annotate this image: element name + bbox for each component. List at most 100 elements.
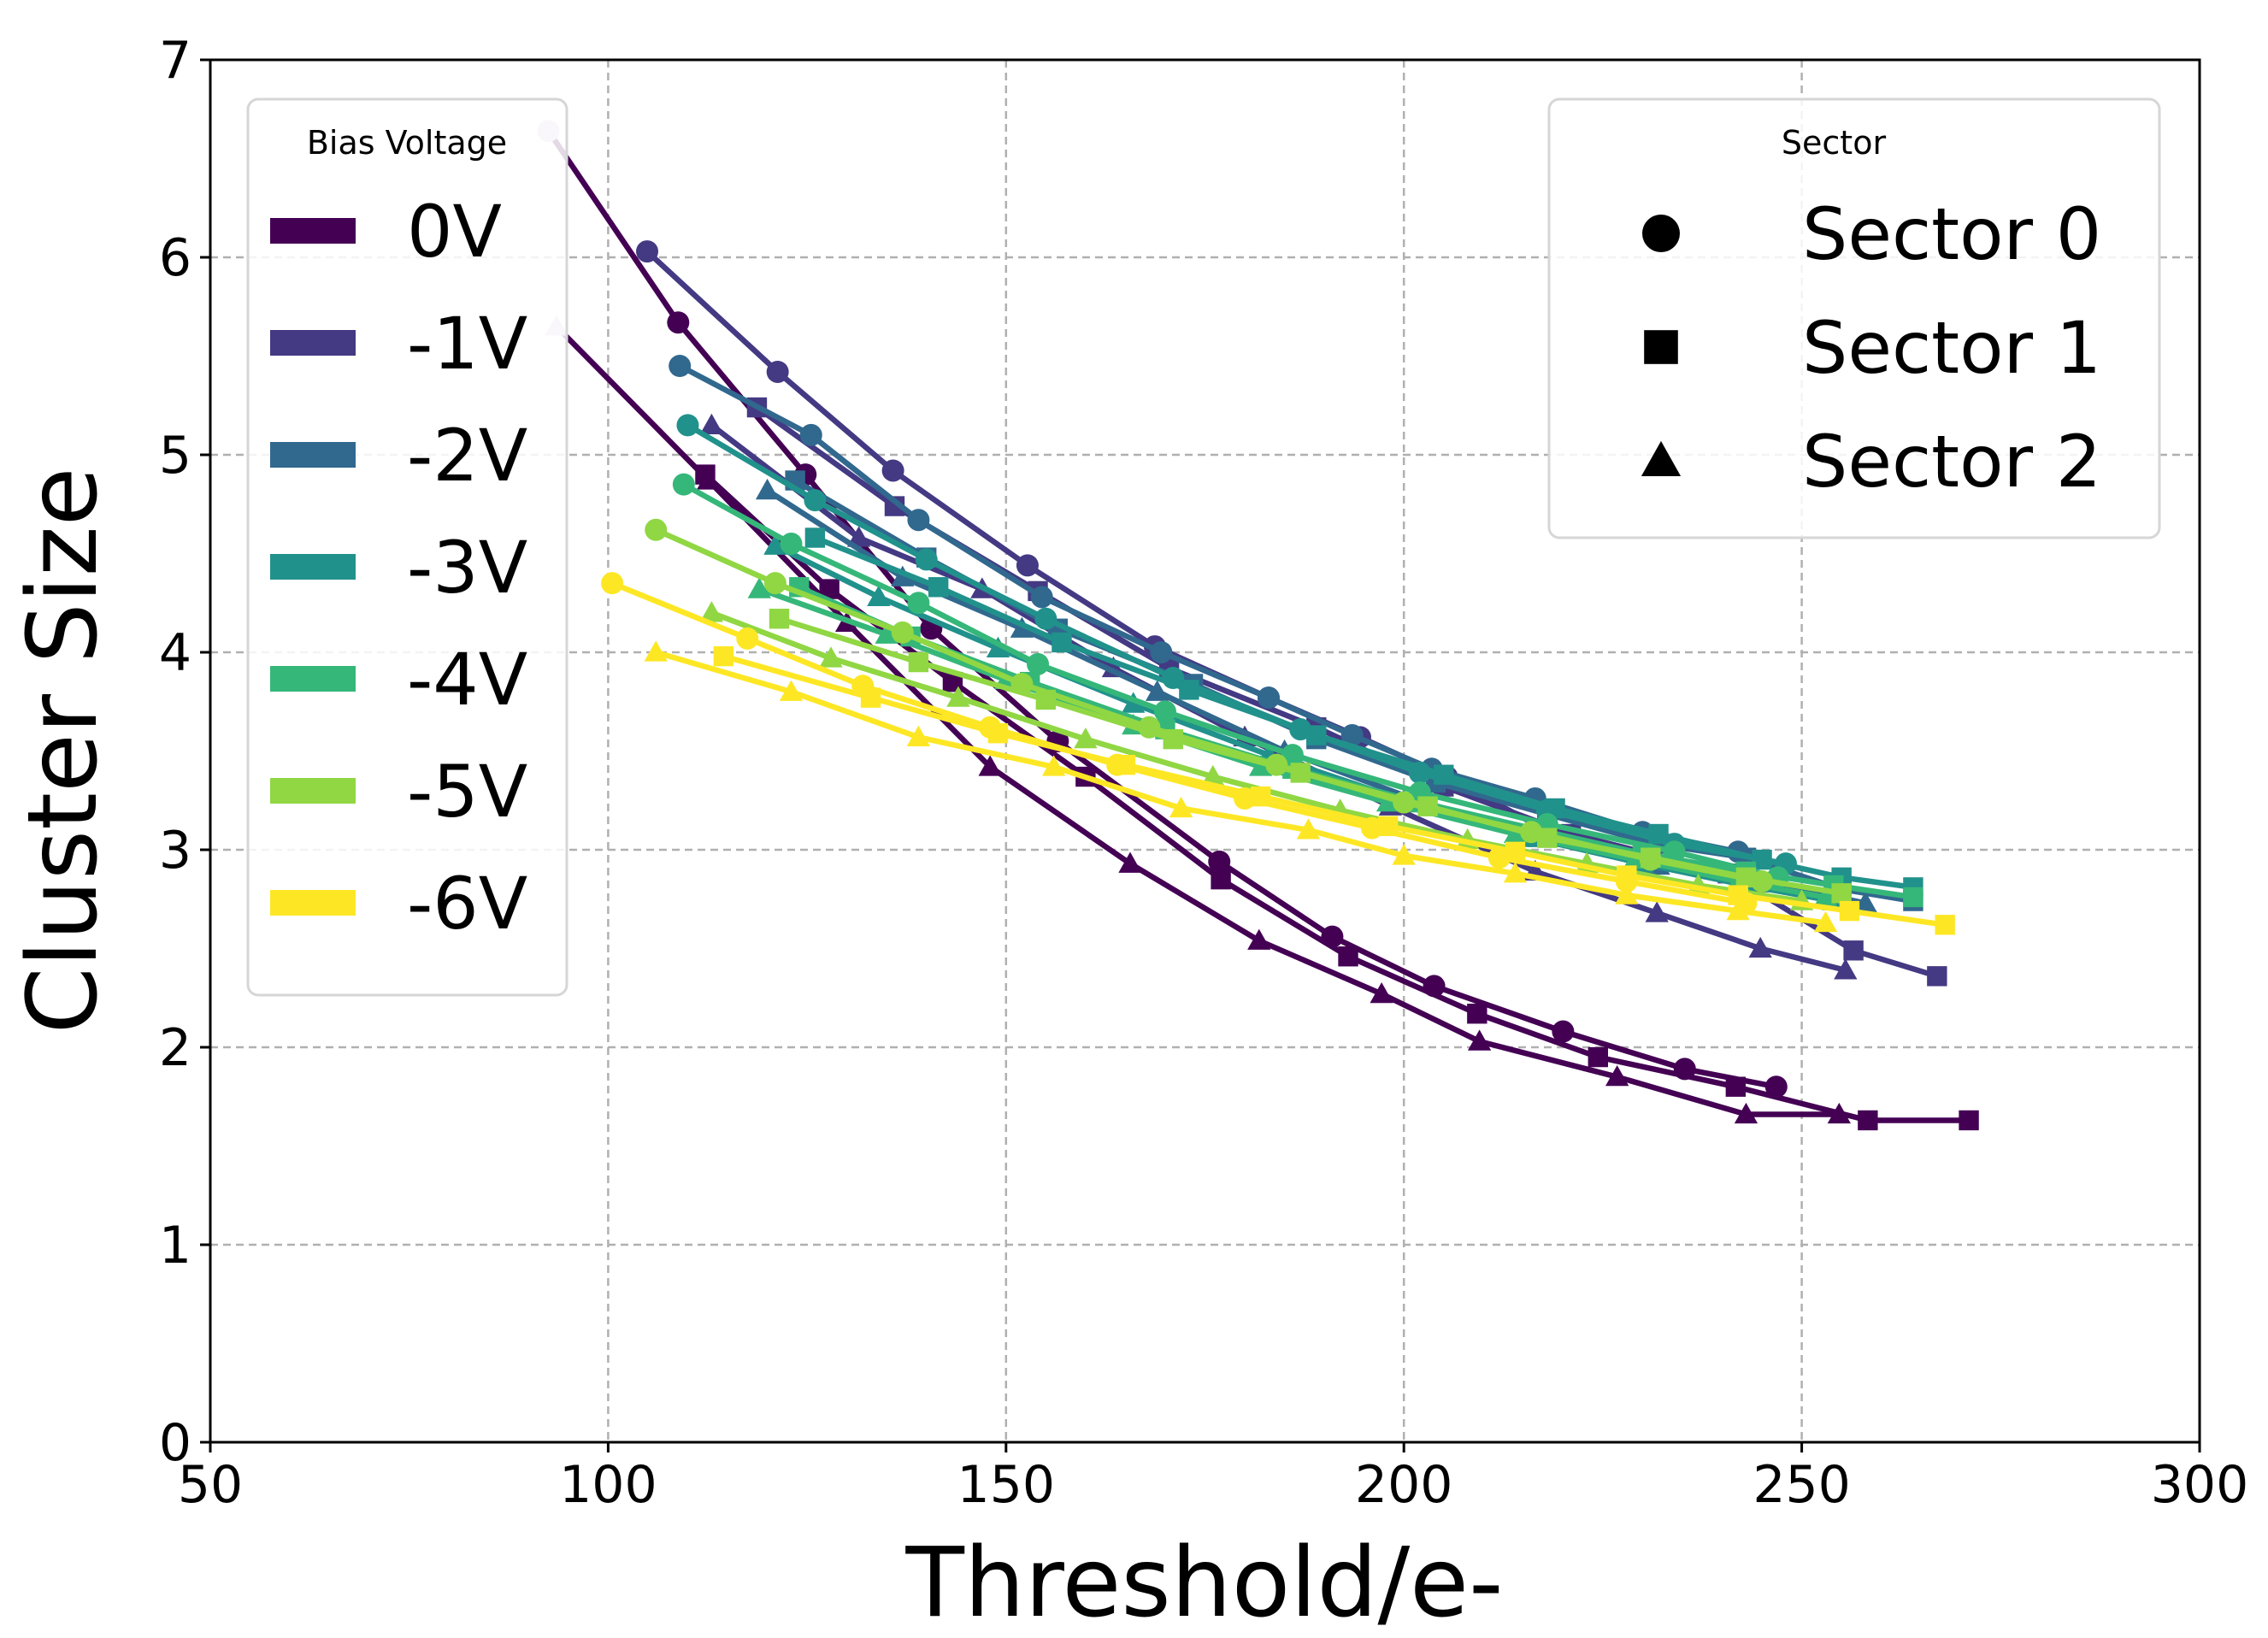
data-point — [1831, 883, 1852, 904]
data-point — [1617, 865, 1637, 886]
data-point — [1115, 754, 1136, 775]
data-point — [799, 423, 822, 446]
data-point — [1552, 1020, 1575, 1043]
data-point — [1725, 1076, 1747, 1097]
legend-marker-circle — [1642, 215, 1680, 252]
data-point — [1748, 936, 1772, 958]
data-point — [908, 651, 929, 673]
data-point — [1935, 915, 1955, 935]
data-point — [1338, 946, 1358, 967]
data-point — [636, 240, 659, 263]
data-point — [1370, 981, 1393, 1004]
bias-voltage-legend-entries: 0V -1V -2V -3V -4V -5V -6V — [270, 190, 527, 946]
data-point — [1306, 725, 1327, 745]
data-point — [1505, 841, 1526, 863]
data-point — [769, 609, 790, 629]
y-tick-label: 0 — [159, 1413, 191, 1473]
data-point — [1927, 966, 1947, 987]
series--6V-sector-2 — [644, 640, 1838, 933]
legend-label: -6V — [407, 862, 527, 946]
data-point — [1434, 764, 1454, 785]
data-point — [1903, 887, 1923, 908]
y-tick-label: 2 — [159, 1018, 191, 1078]
data-point — [1813, 910, 1838, 933]
data-point — [699, 601, 724, 622]
sector-legend: Sector Sector 0 Sector 1 Sector 2 — [1547, 97, 2161, 539]
data-point — [881, 459, 904, 482]
y-tick-label: 1 — [159, 1216, 191, 1276]
data-point — [1726, 899, 1750, 921]
data-point — [804, 489, 827, 512]
data-point — [1615, 883, 1639, 904]
legend-marker-square — [1644, 330, 1678, 364]
data-point — [1035, 689, 1057, 710]
data-point — [1843, 940, 1864, 961]
data-point — [906, 725, 931, 746]
data-point — [713, 645, 734, 667]
data-point — [1016, 554, 1039, 577]
x-tick-label: 250 — [1753, 1455, 1851, 1515]
bias-voltage-legend-title: Bias Voltage — [307, 124, 507, 162]
data-point — [747, 577, 771, 598]
x-tick-label: 100 — [559, 1455, 657, 1515]
data-point — [1813, 885, 1838, 907]
data-point — [1041, 755, 1066, 776]
x-tick-label: 200 — [1355, 1455, 1453, 1515]
data-point — [1648, 823, 1669, 845]
series-line — [710, 610, 1803, 904]
data-point — [1728, 885, 1748, 905]
data-point — [1146, 680, 1169, 701]
legend-swatch — [270, 778, 356, 804]
data-point — [891, 565, 915, 586]
data-point — [676, 414, 699, 437]
axis-ticks: 50 100 150 200 250 300 0 1 2 3 4 5 6 7 — [159, 31, 2248, 1515]
data-point — [697, 468, 721, 490]
legend-swatch — [270, 890, 356, 916]
x-tick-label: 300 — [2151, 1455, 2249, 1515]
data-point — [766, 360, 789, 383]
data-point — [1734, 1102, 1758, 1124]
data-point — [1764, 1075, 1788, 1099]
data-point — [986, 636, 1010, 658]
data-point — [846, 526, 871, 547]
data-point — [669, 355, 692, 378]
legend-marker-triangle — [1641, 440, 1682, 477]
sector-legend-entries: Sector 0 Sector 1 Sector 2 — [1641, 192, 2101, 504]
series-line — [778, 616, 1842, 897]
sector-legend-box — [1547, 97, 2161, 539]
data-point — [1296, 818, 1321, 840]
data-point — [1340, 724, 1364, 747]
legend-swatch — [270, 218, 356, 244]
legend-swatch — [270, 442, 356, 468]
x-axis-title: Threshold/e- — [904, 1528, 1503, 1638]
x-tick-label: 150 — [957, 1455, 1056, 1515]
plot-series — [537, 120, 1979, 1131]
data-point — [645, 518, 668, 541]
data-point — [1257, 686, 1280, 710]
legend-swatch — [270, 666, 356, 692]
data-point — [1163, 728, 1183, 750]
data-point — [672, 473, 695, 496]
data-point — [1827, 1102, 1851, 1124]
plot-frame — [209, 58, 2201, 1444]
series--4V-sector-0 — [672, 473, 1789, 889]
series-line — [758, 586, 1827, 900]
data-point — [907, 592, 930, 615]
data-point — [804, 527, 826, 548]
series--5V-sector-2 — [699, 601, 1814, 910]
data-point — [1027, 652, 1050, 675]
data-point — [1179, 680, 1199, 700]
data-point — [891, 621, 914, 644]
data-point — [875, 622, 898, 644]
sector-legend-title: Sector — [1782, 124, 1887, 162]
data-point — [1201, 764, 1225, 787]
data-point — [1839, 900, 1860, 922]
data-point — [860, 687, 881, 708]
legend-label: -3V — [407, 526, 527, 610]
data-point — [1641, 847, 1661, 868]
data-point — [1537, 828, 1558, 848]
series-line — [682, 481, 1779, 881]
data-point — [1118, 851, 1142, 873]
data-point — [1834, 958, 1858, 980]
data-point — [928, 577, 949, 598]
